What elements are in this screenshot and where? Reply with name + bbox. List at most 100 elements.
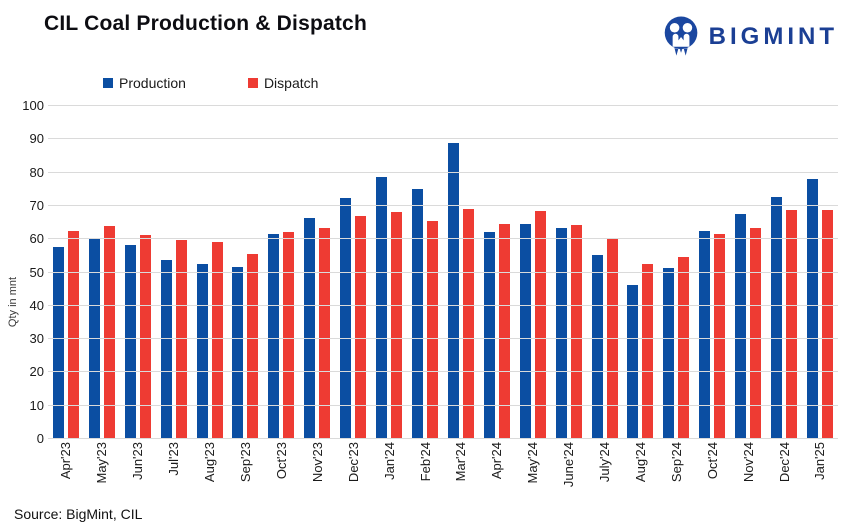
legend: Production Dispatch xyxy=(103,75,856,91)
bar-production-June'24 xyxy=(555,227,567,438)
x-label-cell-Oct'24: Oct'24 xyxy=(694,442,730,498)
bar-dispatch-Apr'24 xyxy=(498,223,510,438)
x-label-Oct'23: Oct'23 xyxy=(273,442,289,480)
legend-item-production: Production xyxy=(103,75,186,91)
y-tick-label-80: 80 xyxy=(29,164,44,180)
bar-dispatch-Aug'23 xyxy=(211,241,223,438)
bar-production-Dec'23 xyxy=(340,198,352,438)
bigmint-owl-icon xyxy=(661,14,702,59)
bar-production-Oct'23 xyxy=(268,234,280,438)
bar-group-Jun'23 xyxy=(120,105,156,438)
bar-production-Apr'24 xyxy=(483,232,495,438)
bar-dispatch-Sep'23 xyxy=(247,253,259,438)
x-label-May'23: May'23 xyxy=(94,442,110,484)
bar-dispatch-June'24 xyxy=(570,224,582,438)
x-label-cell-Nov'23: Nov'23 xyxy=(299,442,335,498)
bar-production-Apr'23 xyxy=(52,246,64,438)
grid-line-20 xyxy=(48,371,838,373)
y-tick-label-10: 10 xyxy=(29,397,44,413)
x-label-cell-Jul'23: Jul'23 xyxy=(156,442,192,498)
bar-dispatch-Jun'23 xyxy=(139,234,151,438)
bar-dispatch-May'23 xyxy=(103,225,115,438)
y-axis: 0 10 20 30 40 50 60 70 80 90 100 xyxy=(20,99,48,445)
x-label-June'24: June'24 xyxy=(561,442,577,488)
bar-group-Oct'24 xyxy=(694,105,730,438)
x-label-cell-May'24: May'24 xyxy=(515,442,551,498)
x-label-July'24: July'24 xyxy=(597,442,613,483)
bar-dispatch-Sep'24 xyxy=(678,256,690,438)
x-label-Aug'23: Aug'23 xyxy=(202,442,218,483)
bar-group-Dec'23 xyxy=(335,105,371,438)
plot-area xyxy=(48,105,838,439)
x-label-Oct'24: Oct'24 xyxy=(704,442,720,480)
bar-production-Sep'24 xyxy=(663,268,675,438)
x-label-Jun'23: Jun'23 xyxy=(130,442,146,480)
bar-group-May'24 xyxy=(515,105,551,438)
bar-group-Sep'23 xyxy=(228,105,264,438)
x-label-cell-Jun'23: Jun'23 xyxy=(120,442,156,498)
chart-title: CIL Coal Production & Dispatch xyxy=(44,12,367,35)
bar-group-Dec'24 xyxy=(766,105,802,438)
grid-line-10 xyxy=(48,404,838,406)
x-label-cell-Dec'23: Dec'23 xyxy=(335,442,371,498)
bar-production-July'24 xyxy=(591,254,603,438)
bar-production-Jan'25 xyxy=(806,178,818,438)
x-label-Nov'23: Nov'23 xyxy=(309,442,325,483)
bar-production-Oct'24 xyxy=(699,230,711,438)
x-label-May'24: May'24 xyxy=(525,442,541,484)
y-tick-label-20: 20 xyxy=(29,364,44,380)
bar-production-Feb'24 xyxy=(412,188,424,438)
bar-production-May'24 xyxy=(519,223,531,438)
x-label-cell-Aug'24: Aug'24 xyxy=(623,442,659,498)
bar-dispatch-Oct'23 xyxy=(283,232,295,438)
x-label-Apr'24: Apr'24 xyxy=(489,442,505,480)
bar-production-Jul'23 xyxy=(160,259,172,438)
x-label-cell-Jan'24: Jan'24 xyxy=(371,442,407,498)
plot-wrap: Apr'23 May'23 Jun'23 Jul'23 Aug'23 Sep'23 Oct'… xyxy=(48,105,838,498)
x-label-Dec'24: Dec'24 xyxy=(776,442,792,483)
bar-production-Jun'23 xyxy=(124,245,136,438)
x-label-Aug'24: Aug'24 xyxy=(632,442,648,483)
bar-dispatch-Mar'24 xyxy=(462,208,474,438)
x-label-cell-Sep'23: Sep'23 xyxy=(228,442,264,498)
bar-dispatch-Oct'24 xyxy=(714,233,726,438)
bar-group-Aug'24 xyxy=(623,105,659,438)
bar-dispatch-Dec'24 xyxy=(786,209,798,438)
y-axis-title-column: Qty in mnt xyxy=(6,105,20,498)
x-label-cell-Aug'23: Aug'23 xyxy=(192,442,228,498)
production-swatch xyxy=(103,78,113,88)
x-label-cell-Nov'24: Nov'24 xyxy=(730,442,766,498)
x-label-Sep'24: Sep'24 xyxy=(668,442,684,483)
bar-production-Nov'23 xyxy=(304,218,316,438)
bar-production-Sep'23 xyxy=(232,267,244,438)
x-label-cell-Oct'23: Oct'23 xyxy=(263,442,299,498)
bar-dispatch-Nov'24 xyxy=(750,227,762,438)
legend-label-dispatch: Dispatch xyxy=(263,75,319,91)
x-label-cell-May'23: May'23 xyxy=(84,442,120,498)
bar-production-Dec'24 xyxy=(771,196,783,438)
x-label-cell-July'24: July'24 xyxy=(587,442,623,498)
header: CIL Coal Production & Dispatch BIGMINT xyxy=(0,0,856,59)
grid-line-0 xyxy=(48,438,838,439)
x-label-Nov'24: Nov'24 xyxy=(740,442,756,483)
bar-production-Aug'24 xyxy=(627,284,639,438)
grid-line-60 xyxy=(48,238,838,240)
bar-group-Jan'24 xyxy=(371,105,407,438)
dispatch-swatch xyxy=(247,78,258,88)
bar-production-Nov'24 xyxy=(735,214,747,438)
bar-group-June'24 xyxy=(551,105,587,438)
bigmint-logo: BIGMINT xyxy=(661,14,838,59)
bar-group-Mar'24 xyxy=(443,105,479,438)
x-label-cell-June'24: June'24 xyxy=(551,442,587,498)
bar-dispatch-Dec'23 xyxy=(355,216,367,438)
chart-area: Qty in mnt 0 10 20 30 40 50 60 70 80 90 100 Apr'23… xyxy=(0,99,856,498)
x-label-cell-Jan'25: Jan'25 xyxy=(802,442,838,498)
bar-group-Aug'23 xyxy=(192,105,228,438)
grid-line-30 xyxy=(48,338,838,340)
x-label-cell-Apr'23: Apr'23 xyxy=(48,442,84,498)
grid-line-40 xyxy=(48,304,838,306)
x-label-Feb'24: Feb'24 xyxy=(417,442,433,482)
bar-group-Oct'23 xyxy=(263,105,299,438)
x-axis-labels: Apr'23 May'23 Jun'23 Jul'23 Aug'23 Sep'23 Oct'… xyxy=(48,438,838,498)
bar-group-Sep'24 xyxy=(658,105,694,438)
